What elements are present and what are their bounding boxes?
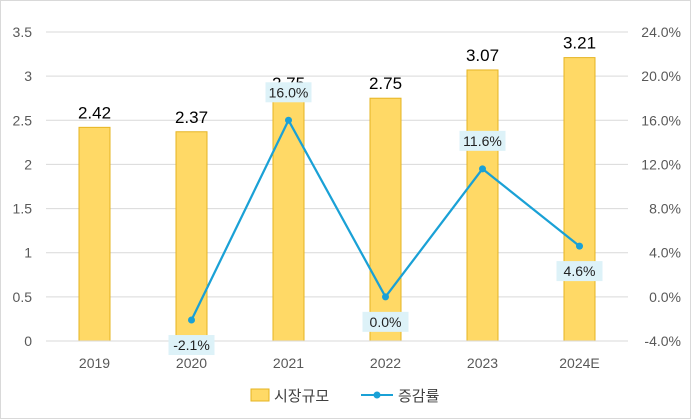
- x-tick-label: 2019: [79, 355, 110, 371]
- line-marker: [382, 293, 389, 301]
- bar: [272, 97, 305, 342]
- point-value-label: 0.0%: [370, 314, 402, 330]
- x-tick-label: 2024E: [559, 355, 599, 371]
- bar-series: [78, 57, 596, 342]
- line-marker: [479, 165, 486, 173]
- left-tick-label: 3: [24, 68, 32, 84]
- bar-value-label: 3.21: [563, 34, 596, 53]
- right-tick-label: -4.0%: [644, 333, 681, 349]
- x-axis: 2019 2020 2021 2022 2023 2024E: [46, 340, 628, 371]
- bar: [78, 126, 111, 342]
- right-tick-label: 4.0%: [649, 245, 681, 261]
- left-tick-label: 2.5: [13, 112, 33, 128]
- x-tick-label: 2020: [176, 355, 207, 371]
- legend: 시장규모 증감률: [250, 387, 440, 405]
- legend-marker: [373, 391, 381, 399]
- right-tick-label: 24.0%: [641, 24, 681, 40]
- line-marker: [576, 242, 583, 250]
- point-value-label: 16.0%: [269, 84, 309, 100]
- bar: [369, 97, 402, 342]
- left-tick-label: 2: [24, 156, 32, 172]
- point-value-label: -2.1%: [173, 337, 210, 353]
- point-value-label: 4.6%: [564, 263, 596, 279]
- legend-label-bar: 시장규모: [274, 387, 329, 405]
- bar-value-label: 3.07: [466, 46, 499, 65]
- point-label-box: [265, 82, 312, 103]
- right-tick-label: 8.0%: [649, 201, 681, 217]
- bar: [563, 57, 596, 342]
- bar-value-label: 2.75: [369, 74, 402, 93]
- bar: [175, 131, 208, 342]
- x-tick-label: 2022: [370, 355, 401, 371]
- bar-value-label: 2.42: [78, 103, 111, 122]
- bar: [466, 69, 499, 342]
- right-tick-label: 12.0%: [641, 156, 681, 172]
- right-tick-label: 20.0%: [641, 68, 681, 84]
- point-value-label: 11.6%: [463, 133, 502, 149]
- line-marker: [285, 116, 292, 124]
- left-tick-label: 1.5: [13, 201, 33, 217]
- x-tick-label: 2021: [273, 355, 304, 371]
- line-series: [188, 116, 583, 324]
- x-tick-label: 2023: [467, 355, 498, 371]
- point-label-box: [168, 335, 215, 356]
- bar-value-label: 2.37: [175, 108, 208, 127]
- line-marker: [188, 316, 195, 324]
- left-tick-label: 0.5: [13, 289, 33, 305]
- left-tick-label: 3.5: [13, 24, 33, 40]
- point-label-box: [556, 261, 603, 282]
- left-y-axis: 0 0.5 1 1.5 2 2.5 3 3.5: [13, 24, 33, 349]
- line-data-labels: -2.1% 16.0% 0.0% 11.6% 4.6%: [168, 82, 603, 356]
- point-label-box: [459, 130, 506, 151]
- right-y-axis: -4.0% 0.0% 4.0% 8.0% 12.0% 16.0% 20.0% 24.0%: [641, 24, 681, 349]
- legend-swatch-bar: [250, 388, 270, 402]
- gridlines: [46, 31, 628, 298]
- legend-label-line: 증감률: [398, 387, 440, 405]
- left-tick-label: 1: [24, 245, 32, 261]
- right-tick-label: 16.0%: [641, 112, 681, 128]
- left-tick-label: 0: [24, 333, 32, 349]
- point-label-box: [362, 311, 409, 332]
- right-tick-label: 0.0%: [649, 289, 681, 305]
